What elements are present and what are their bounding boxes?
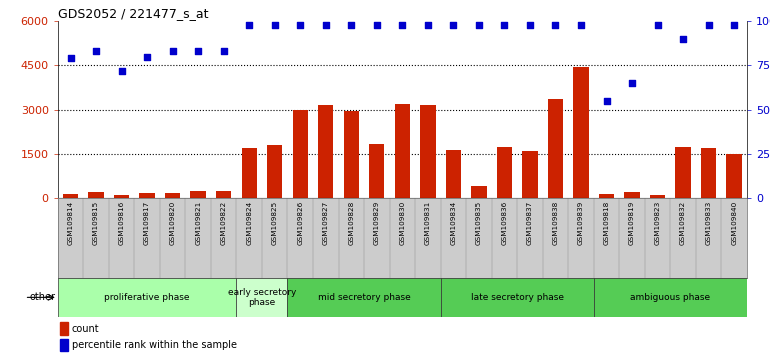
Text: GSM109836: GSM109836 [501,201,507,245]
Text: GSM109816: GSM109816 [119,201,125,245]
Bar [89,192,104,198]
Point [728,22,740,28]
Point [677,36,689,42]
Text: late secretory phase: late secretory phase [470,293,564,302]
Point [192,48,204,54]
Point [651,22,664,28]
Point [217,48,229,54]
Point [166,48,179,54]
Bar [574,67,588,198]
Bar [236,278,287,317]
Text: GSM109822: GSM109822 [221,201,226,245]
Bar [701,148,716,198]
Point [90,48,102,54]
Bar [343,111,359,198]
Point [549,22,561,28]
Bar [58,278,236,317]
Bar [114,195,129,198]
Point [269,22,281,28]
Bar [369,144,384,198]
Text: GSM109834: GSM109834 [450,201,457,245]
Text: GSM109831: GSM109831 [425,201,431,245]
Text: GSM109826: GSM109826 [297,201,303,245]
Point [243,22,256,28]
Text: GSM109815: GSM109815 [93,201,99,245]
Text: GSM109835: GSM109835 [476,201,482,245]
Text: other: other [29,292,55,302]
Point [65,56,77,61]
Bar [624,192,640,198]
Bar [547,99,563,198]
Bar [216,190,231,198]
Text: GSM109829: GSM109829 [373,201,380,245]
Point [524,22,536,28]
Text: GSM109837: GSM109837 [527,201,533,245]
Bar [287,278,440,317]
Text: GSM109827: GSM109827 [323,201,329,245]
Bar [267,145,283,198]
Point [345,22,357,28]
Bar [60,322,68,335]
Bar [139,193,155,198]
Text: early secretory
phase: early secretory phase [228,288,296,307]
Text: GSM109838: GSM109838 [552,201,558,245]
Point [473,22,485,28]
Bar [675,147,691,198]
Bar [318,105,333,198]
Point [370,22,383,28]
Bar [242,148,257,198]
Bar [395,104,410,198]
Text: GSM109839: GSM109839 [578,201,584,245]
Text: proliferative phase: proliferative phase [104,293,190,302]
Text: GDS2052 / 221477_s_at: GDS2052 / 221477_s_at [58,7,208,20]
Point [626,80,638,86]
Bar [440,278,594,317]
Point [396,22,408,28]
Point [447,22,460,28]
Bar [293,110,308,198]
Text: GSM109830: GSM109830 [400,201,405,245]
Point [498,22,511,28]
Text: GSM109821: GSM109821 [195,201,201,245]
Text: mid secretory phase: mid secretory phase [318,293,410,302]
Text: GSM109832: GSM109832 [680,201,686,245]
Point [422,22,434,28]
Point [575,22,588,28]
Bar [497,147,512,198]
Text: GSM109819: GSM109819 [629,201,635,245]
Text: GSM109820: GSM109820 [169,201,176,245]
Text: ambiguous phase: ambiguous phase [631,293,711,302]
Bar [650,195,665,198]
Point [141,54,153,59]
Text: GSM109817: GSM109817 [144,201,150,245]
Point [702,22,715,28]
Bar [594,278,747,317]
Point [601,98,613,104]
Text: GSM109825: GSM109825 [272,201,278,245]
Text: GSM109828: GSM109828 [348,201,354,245]
Bar [63,194,79,198]
Text: GSM109840: GSM109840 [732,201,737,245]
Bar [522,151,537,198]
Point [116,68,128,74]
Bar [165,193,180,198]
Text: percentile rank within the sample: percentile rank within the sample [72,340,236,350]
Text: GSM109833: GSM109833 [705,201,711,245]
Text: count: count [72,324,99,333]
Bar [446,149,461,198]
Text: GSM109824: GSM109824 [246,201,253,245]
Text: GSM109814: GSM109814 [68,201,73,245]
Bar [599,194,614,198]
Bar [726,154,742,198]
Point [294,22,306,28]
Bar [60,339,68,351]
Bar [471,187,487,198]
Bar [190,192,206,198]
Point [320,22,332,28]
Text: GSM109823: GSM109823 [654,201,661,245]
Text: GSM109818: GSM109818 [604,201,610,245]
Bar [420,105,436,198]
